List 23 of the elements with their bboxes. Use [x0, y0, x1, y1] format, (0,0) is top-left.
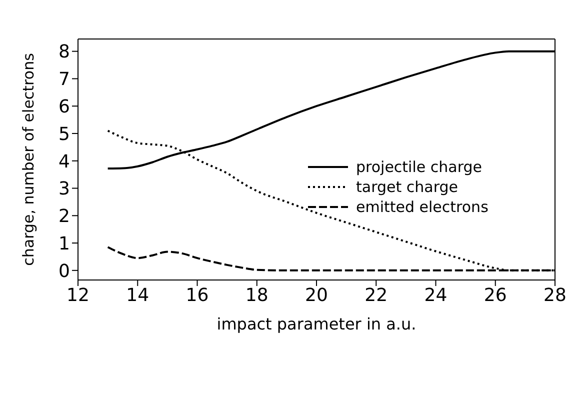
y-tick-label: 5: [58, 124, 70, 145]
x-tick-label: 14: [126, 284, 150, 306]
x-tick-label: 18: [245, 284, 268, 306]
y-tick-label: 8: [58, 42, 70, 63]
legend-label: projectile charge: [356, 158, 482, 176]
y-tick-label: 1: [58, 233, 70, 254]
y-axis-title: charge, number of electrons: [19, 52, 38, 266]
legend-label: emitted electrons: [356, 198, 488, 216]
x-axis-title: impact parameter in a.u.: [216, 314, 416, 334]
y-tick-label: 0: [58, 260, 70, 282]
y-tick-label: 6: [58, 96, 70, 118]
x-tick-label: 20: [305, 284, 328, 306]
legend-label: target charge: [356, 178, 458, 196]
y-tick-label: 4: [58, 151, 70, 172]
x-tick-label: 12: [66, 284, 90, 306]
y-tick-label: 2: [58, 206, 70, 228]
x-tick-label: 16: [186, 284, 209, 306]
x-tick-label: 26: [484, 284, 507, 306]
y-tick-label: 3: [58, 178, 70, 200]
y-tick-label: 7: [58, 69, 70, 90]
x-tick-label: 24: [424, 284, 448, 306]
x-tick-label: 28: [544, 284, 566, 306]
x-tick-label: 22: [364, 284, 388, 306]
